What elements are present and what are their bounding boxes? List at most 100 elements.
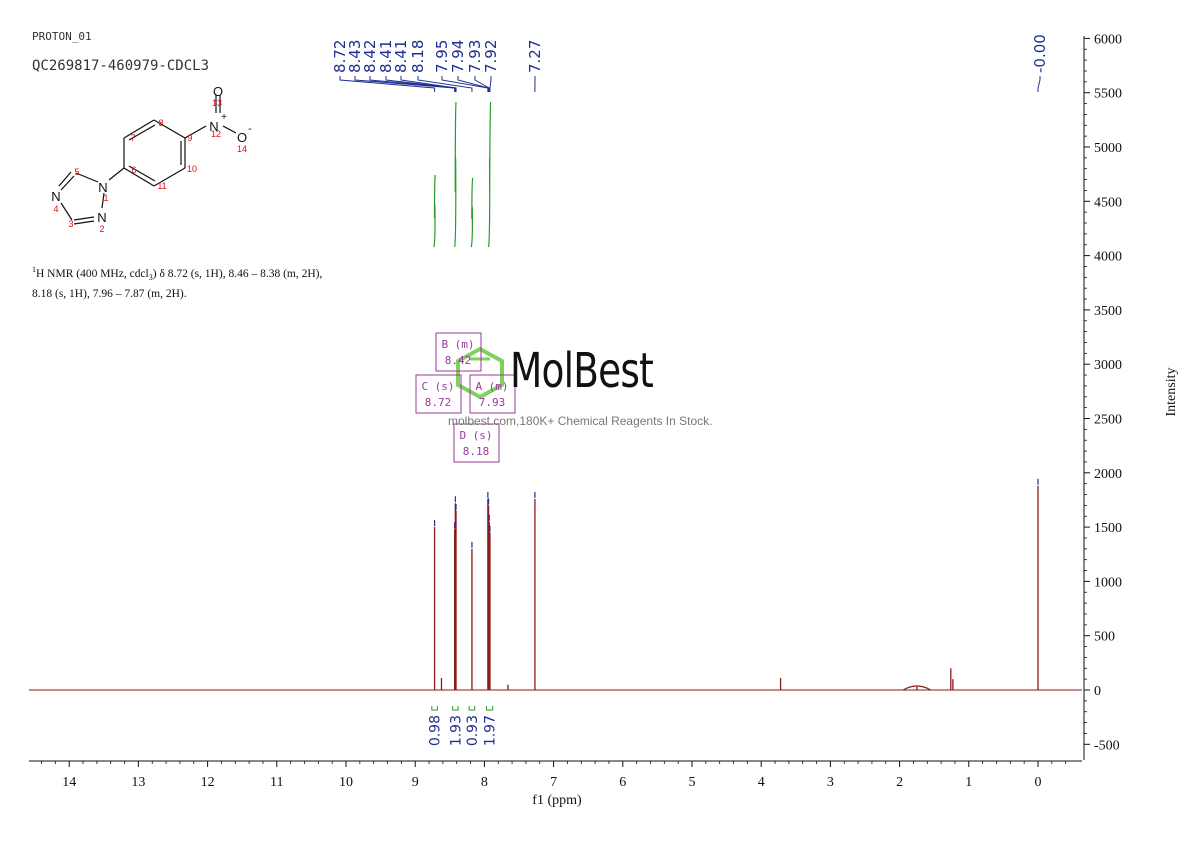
- integral-curve: [453, 101, 457, 248]
- nmr-description: 1H NMR (400 MHz, cdcl3) δ 8.72 (s, 1H), …: [32, 262, 322, 302]
- multiplet-label: D (s): [459, 429, 492, 442]
- bond: [123, 119, 155, 139]
- molecule-structure: [58, 95, 237, 225]
- multiplet-box: [453, 423, 500, 463]
- peak-label-leader: [400, 76, 457, 92]
- x-tick-label: 11: [270, 775, 283, 790]
- bond: [73, 220, 95, 225]
- multiplet-shift: 8.72: [425, 396, 452, 409]
- nmr-line-1-rest: ) δ 8.72 (s, 1H), 8.46 – 8.38 (m, 2H),: [152, 267, 323, 280]
- peak-label: 7.95: [433, 40, 451, 73]
- bond: [75, 172, 99, 183]
- multiplet-label: A (m): [475, 380, 508, 393]
- spectrum-broad-peak: [902, 685, 932, 691]
- atom-number: 2: [99, 224, 104, 234]
- integral-bracket: [431, 706, 438, 711]
- y-tick-label: 4000: [1094, 250, 1122, 265]
- peak-label-leader: [441, 76, 489, 92]
- peak-label-leader: [474, 76, 490, 92]
- integral-bracket: [452, 706, 459, 711]
- multiplet-shift: 8.18: [463, 445, 490, 458]
- atom-number: 13: [212, 98, 222, 108]
- integral-bracket: [468, 706, 476, 711]
- nmr-line-2: 8.18 (s, 1H), 7.96 – 7.87 (m, 2H).: [32, 288, 187, 301]
- atom-number: 1: [103, 193, 108, 203]
- peak-label: 8.72: [331, 40, 349, 73]
- x-axis: 14 13 12 11 10 9 8 7 6 5 4 3 2 1 0: [29, 760, 1082, 790]
- bond: [153, 167, 186, 187]
- nmr-solvent-subscript: 3: [148, 273, 153, 283]
- peak-label-leader: [339, 76, 436, 92]
- x-tick-label: 6: [619, 775, 626, 790]
- multiplet-box: [469, 374, 516, 414]
- x-tick-label: 1: [965, 775, 972, 790]
- integral-curves: [433, 101, 492, 248]
- integral-value: 0.98: [428, 715, 444, 746]
- integral-curve: [433, 174, 436, 248]
- multiplet-shift: 8.42: [445, 354, 472, 367]
- nmr-description-line-1: 1H NMR (400 MHz, cdcl3) δ 8.72 (s, 1H), …: [32, 262, 322, 286]
- atom-number: 10: [187, 164, 197, 174]
- multiplet-boxes: B (m) 8.42 C (s) 8.72 A (m) 7.93 D (s) 8…: [415, 332, 516, 463]
- multiplet-box: [435, 332, 482, 372]
- peak-labels: 8.728.438.428.418.41 8.18 7.957.94 7.937.92…: [331, 34, 1049, 92]
- y-tick-label: 5000: [1094, 141, 1122, 156]
- atom-label: O: [237, 130, 247, 145]
- peak-label-leader: [457, 76, 490, 92]
- peak-label-leader: [1037, 76, 1041, 92]
- molecule-labels: N N N N O O + - 1 2 3 4 5 6 7 8 9 10 11 …: [51, 84, 252, 234]
- y-tick-label: 0: [1094, 684, 1101, 699]
- peak-label: 8.18: [409, 40, 427, 73]
- atom-number: 5: [74, 167, 79, 177]
- sample-name: QC269817-460979-CDCL3: [32, 58, 210, 74]
- bond: [60, 175, 75, 191]
- charge-label: -: [248, 123, 252, 135]
- peak-label: 7.92: [482, 40, 500, 73]
- y-tick-label: 2500: [1094, 413, 1122, 428]
- nmr-line-1: H NMR (400 MHz, cdcl: [36, 267, 149, 280]
- bond: [128, 124, 156, 141]
- bond: [153, 119, 186, 139]
- peak-label-leader: [369, 76, 456, 92]
- y-axis-label: Intensity: [1164, 368, 1179, 417]
- y-tick-label: -500: [1094, 738, 1120, 753]
- peak-label-leader: [354, 76, 456, 92]
- peak-label: 8.41: [392, 40, 410, 73]
- watermark-tagline: molbest.com,180K+ Chemical Reagents In S…: [448, 414, 713, 428]
- x-tick-label: 13: [131, 775, 145, 790]
- peak-label: 7.94: [449, 40, 467, 73]
- integrals: 0.98 1.93 0.93 1.97: [428, 706, 499, 746]
- y-tick-label: 4500: [1094, 195, 1122, 210]
- multiplet-label: B (m): [441, 338, 474, 351]
- x-tick-label: 9: [412, 775, 419, 790]
- x-tick-label: 12: [201, 775, 215, 790]
- multiplet-box: [415, 374, 462, 414]
- peak-label-leader: [417, 76, 473, 92]
- integral-bracket: [485, 706, 494, 711]
- bond: [128, 165, 156, 182]
- atom-number: 12: [211, 129, 221, 139]
- peak-label: -0.00: [1031, 34, 1049, 73]
- atom-number: 9: [187, 133, 192, 143]
- atom-label: O: [213, 84, 223, 99]
- y-axis: 6000550050004500400035003000250020001500…: [1083, 32, 1122, 760]
- y-tick-label: 6000: [1094, 32, 1122, 47]
- charge-label: +: [221, 112, 227, 123]
- integral-value: 0.93: [465, 715, 481, 746]
- integral-curve: [470, 177, 474, 248]
- bond: [58, 171, 72, 187]
- atom-number: 14: [237, 144, 247, 154]
- atom-number: 4: [53, 204, 58, 214]
- atom-label: N: [97, 210, 106, 225]
- atom-number: 11: [157, 181, 166, 191]
- multiplet-label: C (s): [421, 380, 454, 393]
- x-tick-label: 8: [481, 775, 488, 790]
- x-tick-label: 10: [339, 775, 353, 790]
- atom-label: N: [98, 180, 107, 195]
- atom-number: 3: [68, 219, 73, 229]
- integral-curve: [487, 101, 492, 248]
- y-tick-label: 1000: [1094, 575, 1122, 590]
- x-tick-label: 7: [550, 775, 557, 790]
- bond: [101, 192, 105, 209]
